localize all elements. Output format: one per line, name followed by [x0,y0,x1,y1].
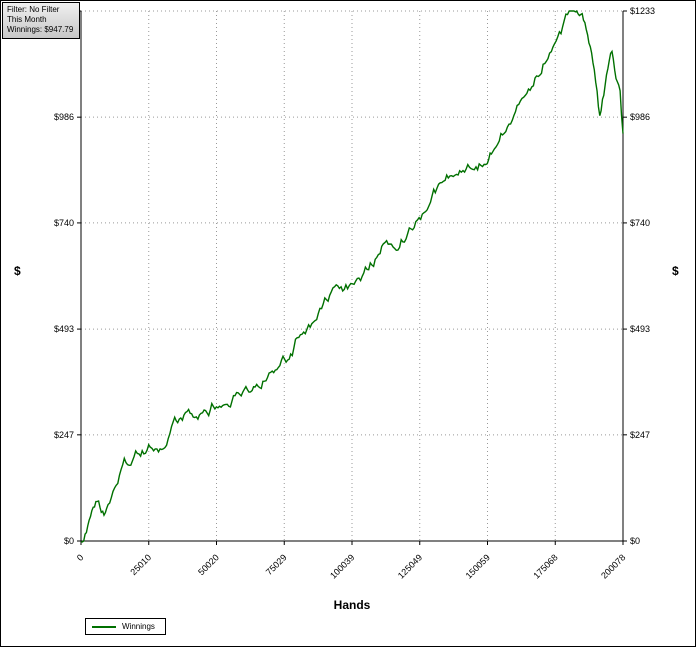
winnings-series-line [81,9,624,543]
y-tick-label-right: $247 [630,430,650,440]
period-text: This Month [7,15,47,24]
x-tick-label: 150059 [464,552,492,580]
x-axis-title: Hands [333,598,371,612]
x-tick-label: 50020 [196,552,221,577]
y-tick-label-left: $493 [54,324,74,334]
y-tick-label-right: $740 [630,218,650,228]
x-tick-label: 75029 [264,552,289,577]
y-tick-label-right: $986 [630,112,650,122]
x-tick-label: 0 [75,552,86,563]
y-tick-label-left: $740 [54,218,74,228]
legend: Winnings [85,618,166,635]
y-tick-label-right: $1233 [630,6,655,16]
x-tick-label: 25010 [128,552,153,577]
y-axis-title-left: $ [14,264,21,278]
filter-info-box: Filter: No Filter This Month Winnings: $… [2,2,81,39]
x-tick-label: 100039 [328,552,356,580]
legend-label: Winnings [122,622,155,631]
y-tick-label-right: $493 [630,324,650,334]
x-tick-label: 125049 [396,552,424,580]
winnings-total-text: Winnings: $947.79 [7,25,74,34]
y-tick-label-left: $986 [54,112,74,122]
y-tick-label-right: $0 [630,536,640,546]
x-tick-label: 200078 [599,552,627,580]
y-tick-label-left: $247 [54,430,74,440]
y-axis-title-right: $ [672,264,679,278]
legend-line-swatch [92,625,116,628]
filter-text: Filter: No Filter [7,5,60,14]
y-tick-label-left: $0 [64,536,74,546]
x-tick-label: 175068 [531,552,559,580]
